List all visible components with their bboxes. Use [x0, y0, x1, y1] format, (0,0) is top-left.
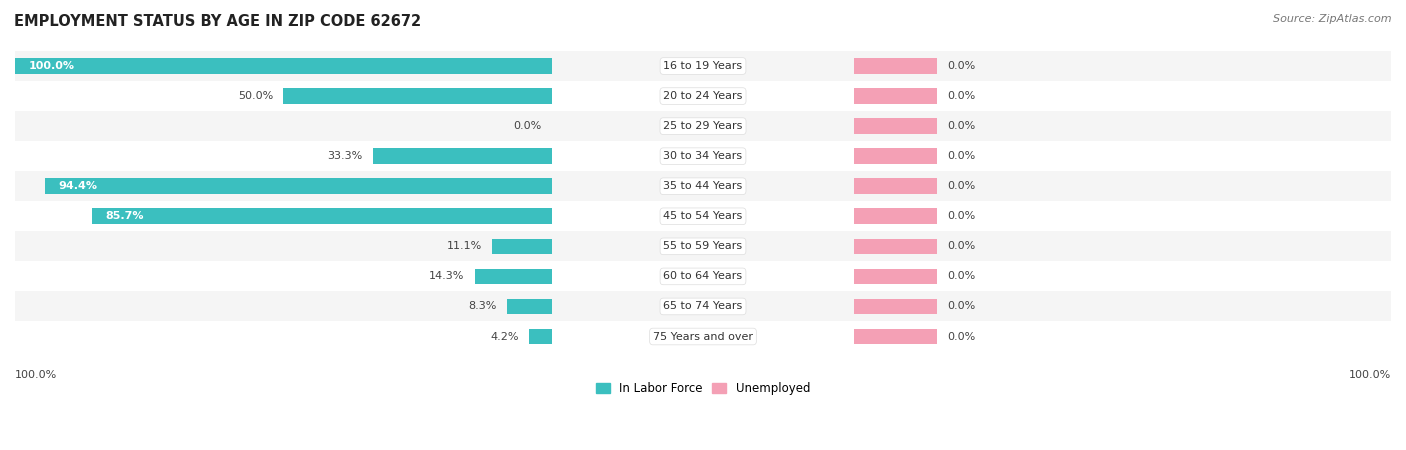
Bar — [15, 201, 1391, 231]
Text: 0.0%: 0.0% — [948, 332, 976, 342]
Text: 100.0%: 100.0% — [28, 61, 75, 71]
Text: 0.0%: 0.0% — [948, 241, 976, 252]
Bar — [855, 269, 936, 284]
Bar — [15, 292, 1391, 321]
Text: 0.0%: 0.0% — [948, 91, 976, 101]
Bar — [855, 328, 936, 344]
Text: 45 to 54 Years: 45 to 54 Years — [664, 212, 742, 221]
Text: 60 to 64 Years: 60 to 64 Years — [664, 271, 742, 281]
Bar — [855, 118, 936, 134]
Bar — [15, 111, 1391, 141]
Text: 0.0%: 0.0% — [948, 121, 976, 131]
Text: 8.3%: 8.3% — [468, 302, 496, 311]
Text: EMPLOYMENT STATUS BY AGE IN ZIP CODE 62672: EMPLOYMENT STATUS BY AGE IN ZIP CODE 626… — [14, 14, 422, 28]
Text: 75 Years and over: 75 Years and over — [652, 332, 754, 342]
Bar — [529, 328, 551, 344]
Bar — [15, 171, 1391, 201]
Text: 0.0%: 0.0% — [948, 271, 976, 281]
Text: 100.0%: 100.0% — [15, 369, 58, 379]
Bar — [15, 231, 1391, 261]
Bar — [45, 179, 551, 194]
Text: 0.0%: 0.0% — [948, 302, 976, 311]
Text: 0.0%: 0.0% — [948, 181, 976, 191]
Text: 0.0%: 0.0% — [513, 121, 541, 131]
Bar — [15, 51, 1391, 81]
Bar — [492, 238, 551, 254]
Bar — [15, 81, 1391, 111]
Bar — [508, 299, 551, 314]
Bar — [91, 208, 551, 224]
Text: 0.0%: 0.0% — [948, 212, 976, 221]
Text: 0.0%: 0.0% — [948, 151, 976, 161]
Bar — [15, 321, 1391, 351]
Text: 85.7%: 85.7% — [105, 212, 143, 221]
Text: 30 to 34 Years: 30 to 34 Years — [664, 151, 742, 161]
Text: 14.3%: 14.3% — [429, 271, 464, 281]
Bar — [855, 148, 936, 164]
Bar — [855, 58, 936, 74]
Bar — [855, 299, 936, 314]
Bar — [284, 88, 551, 104]
Bar — [855, 88, 936, 104]
Text: 94.4%: 94.4% — [59, 181, 98, 191]
Text: 65 to 74 Years: 65 to 74 Years — [664, 302, 742, 311]
Bar — [15, 58, 551, 74]
Bar — [855, 208, 936, 224]
Legend: In Labor Force, Unemployed: In Labor Force, Unemployed — [591, 377, 815, 400]
Text: 100.0%: 100.0% — [1348, 369, 1391, 379]
Text: 25 to 29 Years: 25 to 29 Years — [664, 121, 742, 131]
Text: 16 to 19 Years: 16 to 19 Years — [664, 61, 742, 71]
Text: 35 to 44 Years: 35 to 44 Years — [664, 181, 742, 191]
Text: 0.0%: 0.0% — [948, 61, 976, 71]
Text: 50.0%: 50.0% — [238, 91, 273, 101]
Text: 55 to 59 Years: 55 to 59 Years — [664, 241, 742, 252]
Bar — [855, 238, 936, 254]
Text: Source: ZipAtlas.com: Source: ZipAtlas.com — [1274, 14, 1392, 23]
Text: 33.3%: 33.3% — [328, 151, 363, 161]
Bar — [475, 269, 551, 284]
Text: 11.1%: 11.1% — [447, 241, 482, 252]
Text: 4.2%: 4.2% — [491, 332, 519, 342]
Text: 20 to 24 Years: 20 to 24 Years — [664, 91, 742, 101]
Bar — [15, 141, 1391, 171]
Bar — [15, 261, 1391, 292]
Bar — [373, 148, 551, 164]
Bar — [855, 179, 936, 194]
